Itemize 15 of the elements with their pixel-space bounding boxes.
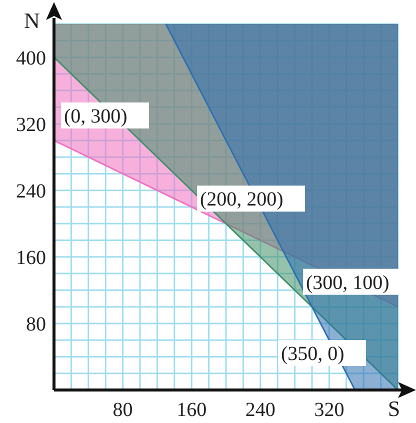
annotation: (350, 0) [281,343,344,365]
x-tick-label: 160 [176,399,207,421]
x-axis-title: S [388,396,400,421]
annotation: (200, 200) [200,188,284,211]
y-tick-label: 320 [16,114,46,136]
y-tick-label: 80 [26,313,46,336]
x-tick-label: 80 [112,399,133,421]
y-axis-title: N [24,8,40,33]
y-tick-label: 160 [16,246,46,269]
annotation: (0, 300) [64,105,128,128]
y-tick-label: 240 [16,180,46,202]
x-tick-label: 320 [314,399,344,421]
x-tick-label: 240 [245,399,276,421]
annotation: (300, 100) [306,272,390,294]
y-tick-label: 400 [16,47,46,70]
